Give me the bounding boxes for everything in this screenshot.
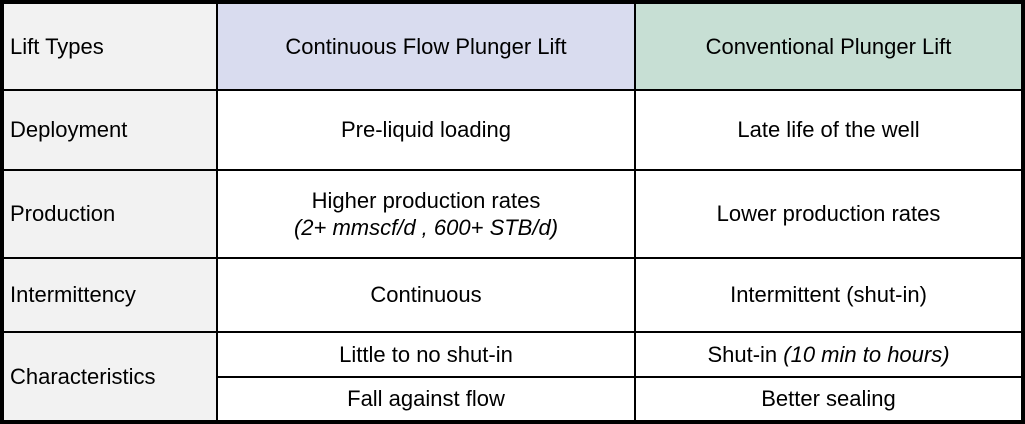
row-label-characteristics: Characteristics — [1, 331, 218, 423]
cell-deployment-conventional: Late life of the well — [634, 89, 1024, 171]
characteristics-conventional-1-note: (10 min to hours) — [783, 341, 950, 367]
header-row: Lift Types Continuous Flow Plunger Lift … — [1, 1, 1024, 91]
row-characteristics-sub-1: Characteristics Little to no shut-in Shu… — [1, 331, 1024, 423]
cell-intermittency-conventional: Intermittent (shut-in) — [634, 257, 1024, 333]
row-intermittency: Intermittency Continuous Intermittent (s… — [1, 257, 1024, 333]
row-characteristics-sub-2: Fall against flow Better sealing — [2, 376, 1024, 423]
cell-intermittency-continuous: Continuous — [216, 257, 636, 333]
production-continuous-main: Higher production rates — [311, 187, 541, 213]
cell-characteristics-conventional-2: Better sealing — [634, 376, 1024, 423]
characteristics-conventional-1-main: Shut-in — [707, 341, 784, 367]
row-label-deployment: Deployment — [1, 89, 218, 171]
row-label-intermittency: Intermittency — [1, 257, 218, 333]
cell-characteristics-conventional-1: Shut-in (10 min to hours) — [634, 331, 1024, 378]
cell-deployment-continuous: Pre-liquid loading — [216, 89, 636, 171]
header-continuous-flow-plunger-lift: Continuous Flow Plunger Lift — [216, 1, 636, 91]
row-deployment: Deployment Pre-liquid loading Late life … — [1, 89, 1024, 171]
cell-production-conventional: Lower production rates — [634, 169, 1024, 259]
cell-characteristics-continuous-1: Little to no shut-in — [216, 331, 636, 378]
corner-cell-lift-types: Lift Types — [1, 1, 218, 91]
cell-production-continuous: Higher production rates (2+ mmscf/d , 60… — [216, 169, 636, 259]
production-continuous-note: (2+ mmscf/d , 600+ STB/d) — [293, 215, 559, 240]
cell-characteristics-continuous-2: Fall against flow — [216, 376, 636, 423]
header-conventional-plunger-lift: Conventional Plunger Lift — [634, 1, 1024, 91]
row-label-production: Production — [1, 169, 218, 259]
row-production: Production Higher production rates (2+ m… — [1, 169, 1024, 259]
